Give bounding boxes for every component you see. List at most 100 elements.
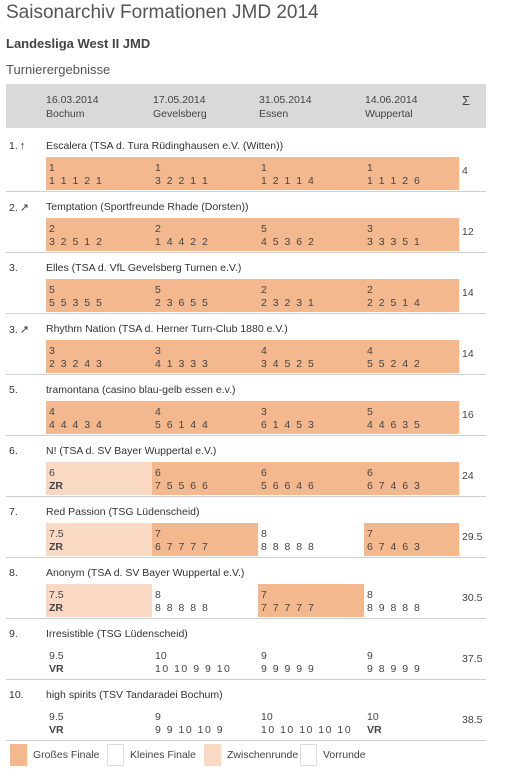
- legend-label: Vorrunde: [323, 749, 366, 761]
- rank-value: 3.: [9, 324, 18, 336]
- result-details: ZR: [49, 480, 63, 492]
- rank-value: 1.: [9, 140, 18, 152]
- result-place: 10: [155, 650, 167, 662]
- team-total: 30.5: [462, 592, 483, 604]
- team-total: 24: [462, 470, 474, 482]
- result-place: 5: [49, 284, 55, 296]
- sum-header: Σ: [462, 93, 471, 108]
- result-place: 4: [49, 406, 55, 418]
- result-details: 5 5 3 5 5: [49, 297, 104, 309]
- result-place: 3: [155, 345, 161, 357]
- team-total: 38.5: [462, 714, 483, 726]
- event-city: Gevelsberg: [153, 108, 207, 120]
- team-rank: 6.: [9, 445, 20, 457]
- result-details: 3 4 5 2 5: [261, 358, 316, 370]
- event-date: 16.03.2014: [46, 94, 99, 106]
- event-date: 31.05.2014: [259, 94, 312, 106]
- result-place: 1: [367, 162, 373, 174]
- result-place: 6: [367, 467, 373, 479]
- result-cell: 10 10 10 10 10 10: [258, 706, 364, 739]
- result-details: 3 2 2 1 1: [155, 175, 210, 187]
- rank-value: 8.: [9, 567, 18, 579]
- result-place: 5: [367, 406, 373, 418]
- result-details: 6 7 7 7 7: [155, 541, 210, 553]
- legend-swatch: [204, 744, 221, 766]
- result-place: 2: [261, 284, 267, 296]
- result-cell: 7.5 ZR: [46, 523, 152, 556]
- trend-arrow-icon: ↑: [19, 140, 26, 152]
- team-total: 14: [462, 348, 474, 360]
- result-details: 2 3 2 3 1: [261, 297, 316, 309]
- result-place: 8: [367, 589, 373, 601]
- result-details: 1 1 1 2 6: [367, 175, 422, 187]
- result-cell: 10 10 10 9 9 10: [152, 645, 258, 678]
- result-place: 6: [155, 467, 161, 479]
- result-place: 10: [367, 711, 379, 723]
- result-place: 9: [261, 650, 267, 662]
- result-details: 2 2 5 1 4: [367, 297, 422, 309]
- result-place: 3: [49, 345, 55, 357]
- result-details: 1 2 1 1 4: [261, 175, 316, 187]
- team-row: 10. high spirits (TSV Tandaradei Bochum) 3…: [6, 679, 486, 741]
- result-place: 10: [261, 711, 273, 723]
- team-total: 14: [462, 287, 474, 299]
- legend-swatch: [10, 744, 27, 766]
- result-details: 5 5 2 4 2: [367, 358, 422, 370]
- result-details: 2 3 2 4 3: [49, 358, 104, 370]
- team-total: 37.5: [462, 653, 483, 665]
- event-header-2: 17.05.2014 Gevelsberg: [153, 93, 207, 121]
- team-row: 3. ↗ Rhythm Nation (TSA d. Herner Turn-Clu…: [6, 313, 486, 375]
- legend-swatch: [107, 744, 124, 766]
- result-place: 7.5: [49, 589, 64, 601]
- result-cell: 10 VR: [364, 706, 459, 739]
- legend: Großes Finale Kleines Finale Zwischenrun…: [6, 738, 486, 770]
- team-rank: 8.: [9, 567, 20, 579]
- team-total: 16: [462, 409, 474, 421]
- result-details: VR: [49, 724, 64, 736]
- team-total: 29.5: [462, 531, 483, 543]
- result-details: 8 8 8 8 8: [261, 541, 316, 553]
- result-details: ZR: [49, 541, 63, 553]
- result-details: 6 7 4 6 3: [367, 541, 422, 553]
- result-place: 5: [155, 284, 161, 296]
- result-details: 4 4 4 3 4: [49, 419, 104, 431]
- result-cell: 9.5 VR: [46, 706, 152, 739]
- result-place: 4: [155, 406, 161, 418]
- result-place: 7: [155, 528, 161, 540]
- team-name: Elles (TSA d. VfL Gevelsberg Turnen e.V.…: [46, 262, 242, 274]
- page-title: Saisonarchiv Formationen JMD 2014: [6, 2, 319, 23]
- result-place: 9.5: [49, 650, 64, 662]
- result-place: 3: [261, 406, 267, 418]
- result-details: 9 9 9 9 9: [261, 663, 316, 675]
- team-row: 3. Elles (TSA d. VfL Gevelsberg Turnen e.…: [6, 252, 486, 314]
- result-cell: 9.5 VR: [46, 645, 152, 678]
- result-place: 1: [49, 162, 55, 174]
- rank-value: 10.: [9, 689, 24, 701]
- team-name: Escalera (TSA d. Tura Rüdinghausen e.V. …: [46, 140, 284, 152]
- legend-label: Großes Finale: [33, 749, 100, 761]
- result-place: 5: [261, 223, 267, 235]
- result-details: 4 4 6 3 5: [367, 419, 422, 431]
- result-place: 1: [261, 162, 267, 174]
- result-details: 2 3 6 5 5: [155, 297, 210, 309]
- result-place: 6: [49, 467, 55, 479]
- result-place: 9.5: [49, 711, 64, 723]
- team-rank: 3. ↗: [9, 323, 29, 336]
- team-rank: 5.: [9, 384, 20, 396]
- result-details: 1 4 4 2 2: [155, 236, 210, 248]
- team-rank: 7.: [9, 506, 20, 518]
